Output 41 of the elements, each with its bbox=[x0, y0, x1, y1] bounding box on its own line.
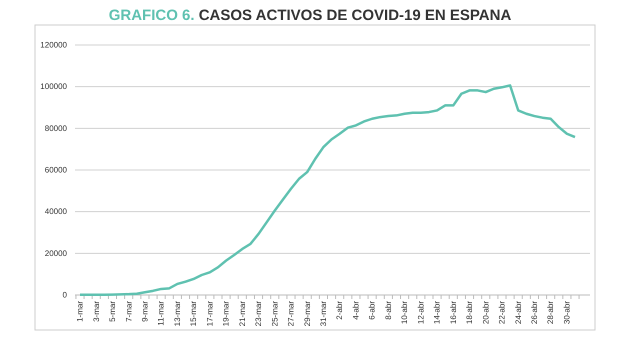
x-tick-label: 5-mar bbox=[108, 300, 118, 322]
x-tick-label: 20-abr bbox=[481, 300, 490, 324]
x-tick-label: 28-abr bbox=[546, 300, 556, 324]
x-tick-label: 14-abr bbox=[432, 300, 442, 324]
y-tick-label: 80000 bbox=[44, 124, 68, 133]
y-tick-label: 60000 bbox=[44, 166, 68, 175]
x-tick-label: 19-mar bbox=[222, 300, 231, 326]
x-tick-label: 7-mar bbox=[124, 300, 134, 322]
chart-subtitle: CASOS ACTIVOS DE COVID-19 EN ESPANA bbox=[194, 7, 512, 24]
x-tick-label: 3-mar bbox=[92, 300, 101, 322]
x-tick-label: 22-abr bbox=[498, 300, 507, 324]
x-tick-label: 30-abr bbox=[562, 300, 572, 324]
x-tick-label: 27-mar bbox=[286, 300, 296, 326]
x-tick-label: 4-abr bbox=[351, 300, 360, 320]
x-tick-label: 31-mar bbox=[319, 300, 328, 326]
y-tick-label: 100000 bbox=[40, 82, 68, 92]
x-tick-label: 21-mar bbox=[238, 300, 247, 326]
x-tick-label: 12-abr bbox=[416, 300, 426, 324]
x-tick-label: 9-mar bbox=[140, 300, 150, 322]
x-tick-label: 23-mar bbox=[254, 300, 264, 326]
x-tick-label: 17-mar bbox=[205, 300, 214, 326]
x-tick-label: 1-mar bbox=[76, 300, 85, 322]
y-tick-label: 0 bbox=[62, 290, 68, 300]
y-tick-label: 120000 bbox=[40, 40, 68, 50]
line-series bbox=[78, 84, 576, 296]
x-tick-label: 25-mar bbox=[270, 300, 280, 326]
x-tick-label: 18-abr bbox=[465, 300, 474, 324]
x-tick-label: 26-abr bbox=[530, 300, 539, 324]
x-tick-label: 2-abr bbox=[335, 300, 344, 320]
x-tick-label: 15-mar bbox=[189, 300, 198, 326]
x-tick-label: 24-abr bbox=[514, 300, 523, 324]
y-tick-label: 40000 bbox=[44, 207, 68, 216]
x-tick-label: 16-abr bbox=[448, 300, 458, 324]
x-tick-label: 13-mar bbox=[172, 300, 182, 326]
x-tick-label: 29-mar bbox=[302, 300, 312, 326]
x-tick-label: 11-mar bbox=[156, 300, 166, 326]
x-tick-label: 10-abr bbox=[400, 300, 410, 324]
chart-title: GRAFICO 6. bbox=[108, 7, 195, 24]
x-tick-label: 6-abr bbox=[368, 300, 377, 320]
y-tick-label: 20000 bbox=[44, 248, 68, 258]
x-tick-label: 8-abr bbox=[384, 300, 393, 320]
